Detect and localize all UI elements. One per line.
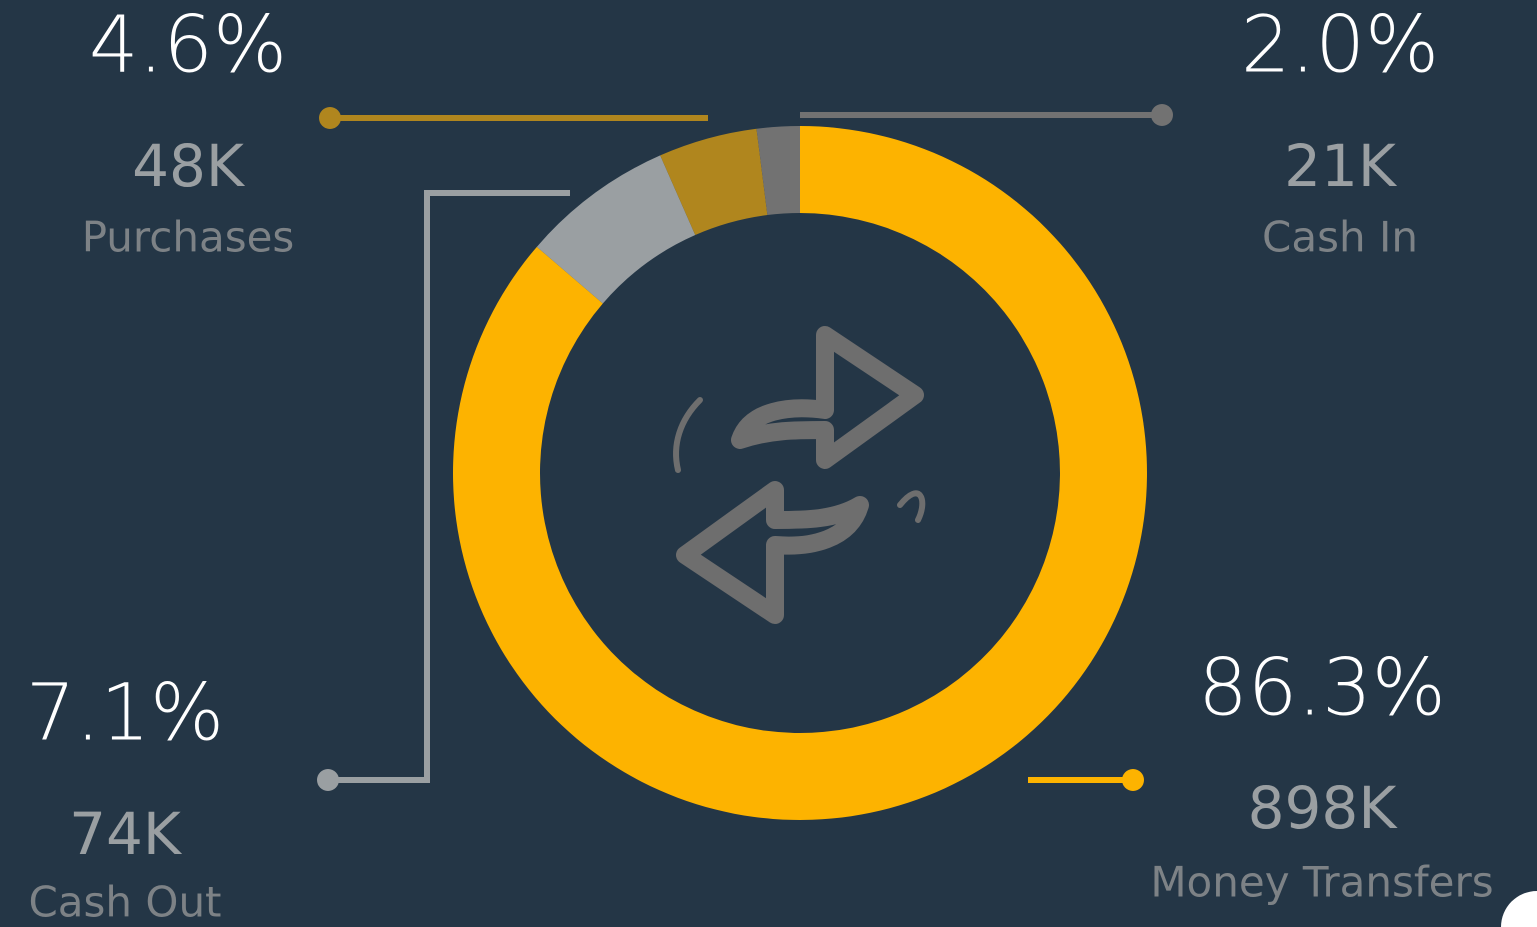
leader-dot	[319, 107, 341, 129]
leader-dot	[1122, 769, 1144, 791]
category-label: Cash Out	[28, 878, 221, 927]
count-label: 48K	[132, 132, 246, 200]
donut-slice	[660, 128, 768, 236]
category-label: Money Transfers	[1150, 858, 1493, 907]
percent-label: 2.0%	[1241, 1, 1439, 91]
count-label: 21K	[1284, 132, 1398, 200]
percent-label: 7.1%	[26, 669, 224, 759]
percent-label: 4.6%	[89, 1, 287, 91]
leader-dot	[1151, 104, 1173, 126]
leader-dot	[317, 769, 339, 791]
count-label: 898K	[1248, 774, 1399, 842]
leader-line	[328, 190, 570, 783]
center-icon	[673, 326, 926, 624]
category-label: Cash In	[1262, 213, 1418, 262]
corner-button	[1501, 891, 1537, 927]
percent-label: 86.3%	[1198, 644, 1446, 734]
donut-slice	[536, 155, 696, 304]
count-label: 74K	[69, 800, 183, 868]
category-label: Purchases	[82, 213, 295, 262]
donut-slice	[756, 126, 800, 216]
